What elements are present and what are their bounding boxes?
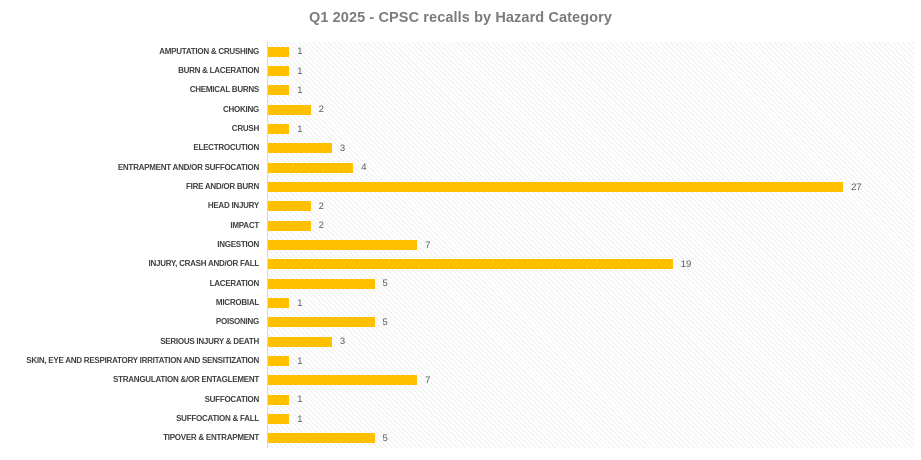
bar: [268, 182, 844, 192]
category-label: SERIOUS INJURY & DEATH: [160, 336, 259, 346]
bar: [268, 162, 354, 173]
category-label: INJURY, CRASH AND/OR FALL: [148, 259, 260, 269]
category-label: TIPOVER & ENTRAPMENT: [163, 433, 259, 443]
category-label: CHOKING: [222, 104, 259, 114]
value-label: 1: [297, 46, 303, 58]
bar: [268, 240, 418, 250]
bar: [268, 336, 332, 347]
bar: [268, 220, 311, 231]
bar: [268, 317, 375, 328]
value-label: 5: [382, 316, 388, 328]
bar: [268, 85, 290, 96]
category-label: MICROBIAL: [215, 298, 259, 307]
bar: [268, 104, 311, 115]
bar: [268, 433, 375, 444]
bar: [268, 66, 290, 76]
category-label: SUFFOCATION & FALL: [176, 414, 259, 423]
category-label: IMPACT: [230, 220, 259, 230]
value-label: 19: [680, 258, 692, 270]
bar: [268, 298, 290, 308]
value-label: 2: [318, 200, 324, 212]
value-label: 1: [297, 65, 303, 77]
value-label: 5: [382, 278, 388, 290]
bar: [268, 201, 311, 212]
value-label: 2: [318, 220, 324, 232]
bar: [268, 46, 290, 57]
value-label: 1: [297, 123, 303, 135]
chart-title: Q1 2025 - CPSC recalls by Hazard Categor…: [308, 10, 613, 26]
category-label: CRUSH: [231, 124, 259, 133]
bar: [268, 143, 332, 154]
category-label: CHEMICAL BURNS: [189, 85, 260, 95]
category-label: BURN & LACERATION: [178, 66, 259, 75]
value-label: 1: [297, 297, 303, 309]
category-label: FIRE AND/OR BURN: [185, 182, 259, 191]
value-label: 7: [425, 374, 431, 386]
bar: [268, 124, 290, 134]
bar: [268, 278, 375, 289]
category-label: ENTRAPMENT AND/OR SUFFOCATION: [117, 162, 259, 172]
bar: [268, 259, 673, 270]
bar: [268, 356, 290, 366]
category-label: SUFFOCATION: [204, 394, 260, 404]
value-label: 5: [382, 432, 388, 444]
category-label: INGESTION: [217, 240, 259, 249]
category-label: POISONING: [215, 317, 259, 327]
value-label: 2: [318, 104, 324, 116]
value-label: 1: [297, 355, 303, 367]
category-label: SKIN, EYE AND RESPIRATORY IRRITATION AND…: [26, 356, 259, 365]
value-label: 3: [339, 336, 346, 348]
value-label: 1: [297, 413, 303, 425]
bar: [268, 394, 290, 405]
category-label: LACERATION: [209, 278, 260, 288]
category-label: HEAD INJURY: [207, 201, 259, 211]
bar: [268, 375, 418, 386]
bar: [268, 414, 290, 424]
category-label: AMPUTATION & CRUSHING: [159, 46, 259, 56]
value-label: 7: [425, 239, 431, 251]
value-label: 4: [361, 162, 367, 174]
value-label: 3: [339, 142, 346, 154]
category-label: ELECTROCUTION: [193, 143, 259, 153]
value-label: 1: [297, 84, 303, 96]
category-label: STRANGULATION &/OR ENTAGLEMENT: [113, 375, 259, 385]
value-label: 1: [297, 394, 303, 406]
value-label: 27: [851, 181, 862, 193]
